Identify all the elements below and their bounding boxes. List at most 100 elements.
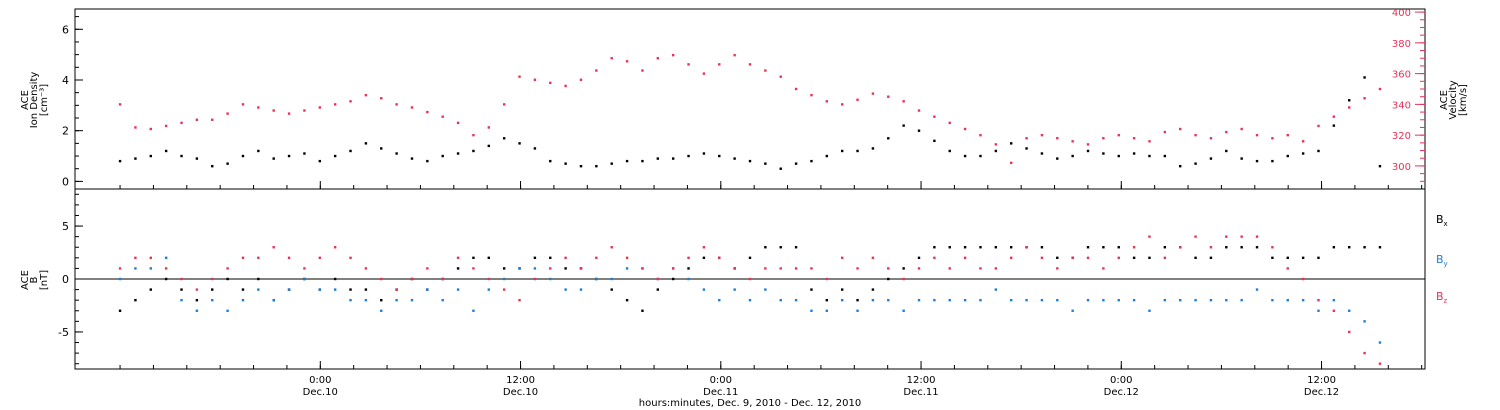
- velocity-point: [118, 103, 122, 106]
- density-point: [472, 149, 475, 153]
- bz-point: [287, 256, 291, 260]
- by-point: [134, 267, 137, 270]
- legend-bx: Bx: [1436, 213, 1448, 228]
- velocity-point: [195, 118, 199, 121]
- velocity-point: [1179, 127, 1182, 131]
- velocity-tick-label: 300: [1392, 162, 1411, 173]
- by-point: [1086, 298, 1090, 302]
- time-axis-ticks: 0:00Dec.1012:00Dec.100:00Dec.1112:00Dec.…: [119, 181, 1423, 398]
- velocity-point: [441, 115, 444, 118]
- bx-point: [794, 246, 798, 249]
- bx-point: [1317, 256, 1320, 260]
- velocity-axis-ticks: 300 320 340 360 380 400: [1392, 8, 1425, 182]
- density-point: [1117, 154, 1120, 158]
- velocity-point: [902, 100, 905, 103]
- bx-point: [825, 298, 829, 302]
- velocity-point: [1148, 140, 1151, 143]
- density-point: [948, 149, 951, 153]
- bz-point: [241, 256, 245, 260]
- velocity-point: [1332, 115, 1336, 118]
- density-point: [579, 164, 583, 168]
- velocity-point: [257, 106, 260, 109]
- bz-point: [1317, 298, 1320, 302]
- bz-point: [595, 256, 598, 260]
- density-point: [979, 154, 982, 158]
- bx-point: [349, 288, 352, 291]
- density-point: [994, 149, 998, 153]
- density-point: [779, 167, 782, 170]
- bx-point: [1148, 256, 1151, 260]
- velocity-point: [1056, 137, 1059, 140]
- by-point: [1271, 298, 1274, 302]
- velocity-point: [1025, 137, 1028, 140]
- density-point: [1086, 149, 1090, 153]
- velocity-point: [1009, 161, 1013, 165]
- density-point: [595, 164, 598, 168]
- bz-point: [195, 288, 199, 291]
- velocity-point: [287, 112, 291, 115]
- bz-point: [994, 267, 998, 270]
- velocity-point: [364, 93, 368, 97]
- density-point: [134, 157, 137, 160]
- bx-point: [180, 288, 183, 291]
- bx-point: [564, 267, 567, 270]
- by-point: [164, 256, 168, 260]
- density-tick-label: 0: [62, 175, 69, 188]
- bz-point: [1271, 246, 1274, 249]
- density-point: [963, 154, 967, 158]
- bz-point: [1148, 235, 1151, 238]
- density-point: [1194, 162, 1197, 165]
- by-point: [472, 309, 475, 312]
- velocity-point: [948, 121, 951, 125]
- velocity-point: [164, 124, 168, 128]
- velocity-point: [241, 103, 245, 106]
- velocity-point: [656, 57, 660, 60]
- velocity-point: [733, 53, 736, 57]
- by-point: [1163, 298, 1167, 302]
- bx-point: [748, 256, 752, 260]
- velocity-point: [180, 121, 183, 125]
- by-point: [1025, 298, 1028, 302]
- density-point: [364, 142, 368, 145]
- by-point: [1102, 298, 1105, 302]
- bz-point: [502, 288, 506, 291]
- by-point: [549, 277, 552, 281]
- bz-point: [748, 277, 752, 281]
- bz-point: [118, 267, 122, 270]
- density-point: [518, 142, 521, 145]
- by-point: [1348, 309, 1351, 312]
- magnetic-field-panel: -505 0:00Dec.1012:00Dec.100:00Dec.1112:0…: [20, 181, 1448, 398]
- by-point: [518, 267, 521, 270]
- b-tick-label: -5: [58, 326, 69, 339]
- bz-point: [549, 267, 552, 270]
- velocity-tick-label: 340: [1392, 100, 1411, 111]
- by-point: [1332, 298, 1336, 302]
- bz-point: [1301, 277, 1305, 281]
- density-ylabel-line2: Ion Density: [29, 72, 40, 129]
- bx-point: [933, 246, 936, 249]
- bz-point: [211, 277, 214, 281]
- bz-point: [303, 267, 306, 270]
- density-point: [1378, 164, 1382, 168]
- velocity-point: [917, 109, 921, 112]
- bz-point: [441, 277, 444, 281]
- density-point: [764, 162, 767, 165]
- density-velocity-series: [118, 53, 1382, 170]
- by-point: [149, 267, 152, 270]
- bz-point: [871, 256, 875, 260]
- density-point: [1040, 152, 1044, 155]
- by-point: [856, 309, 859, 312]
- by-point: [1117, 298, 1120, 302]
- velocity-point: [1348, 106, 1351, 109]
- bz-point: [1056, 267, 1059, 270]
- bz-point: [164, 267, 168, 270]
- velocity-point: [1209, 137, 1213, 140]
- b-tick-label: 5: [62, 220, 69, 233]
- bx-point: [610, 288, 613, 291]
- velocity-point: [1071, 140, 1074, 143]
- bz-point: [856, 267, 859, 270]
- bz-point: [272, 246, 275, 249]
- velocity-point: [1117, 133, 1120, 137]
- legend-bz: Bz: [1436, 290, 1448, 305]
